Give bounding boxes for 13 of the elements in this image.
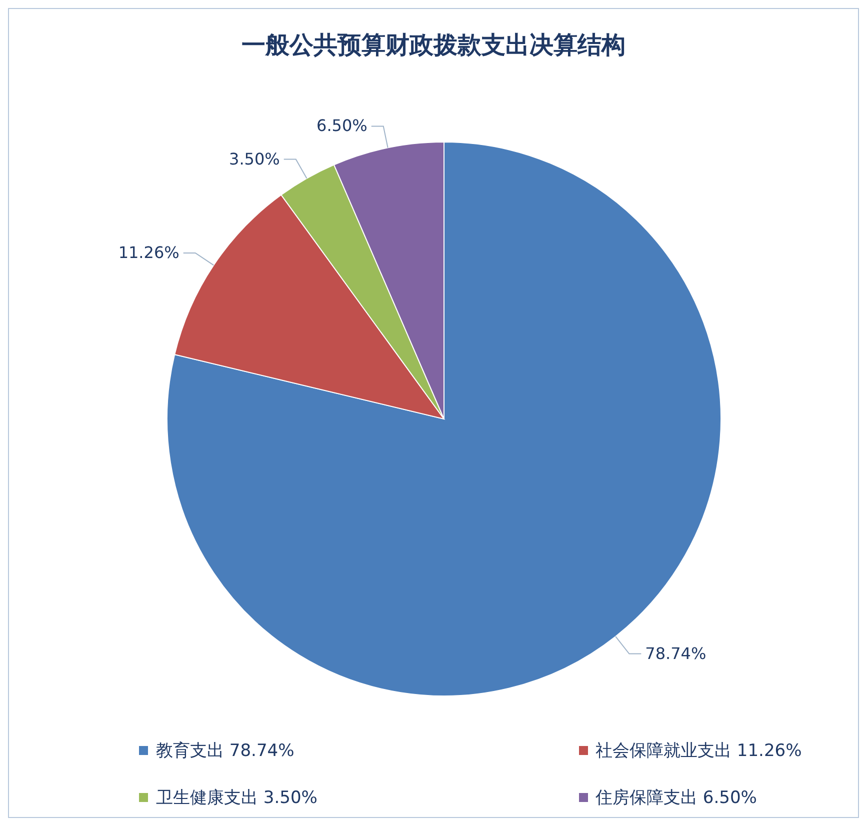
- legend-label: 社会保障就业支出: [596, 741, 732, 761]
- text: 6.50%: [702, 788, 757, 808]
- text: 11.26%: [736, 741, 802, 761]
- data-label: 6.50%: [316, 116, 368, 136]
- chart-title: 一般公共预算财政拨款支出决算结构: [240, 30, 626, 61]
- text: 3.50%: [263, 788, 318, 808]
- text: 78.74%: [229, 741, 294, 761]
- data-label: 11.26%: [118, 242, 180, 262]
- legend-label: 教育支出: [156, 741, 224, 761]
- legend-label: 住房保障支出: [596, 788, 698, 808]
- legend-label: 卫生健康支出: [156, 788, 258, 808]
- data-label: 3.50%: [229, 149, 280, 168]
- data-label: 78.74%: [645, 644, 706, 663]
